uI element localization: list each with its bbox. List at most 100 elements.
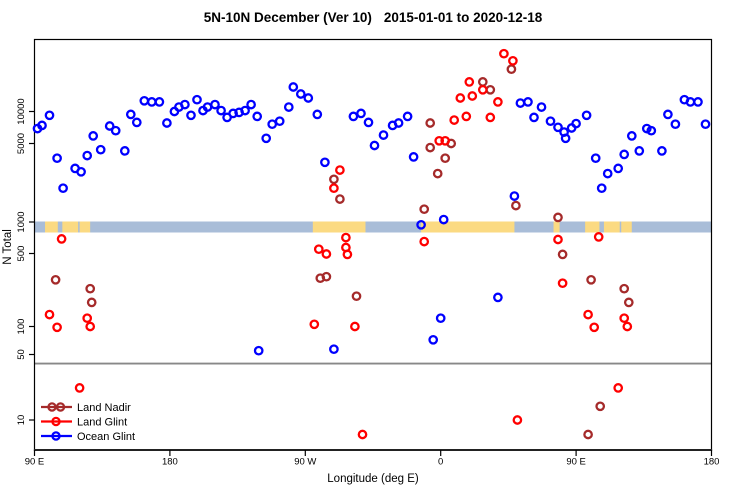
y-tick-label: 500 <box>16 246 27 262</box>
data-point <box>477 84 488 95</box>
data-point <box>553 122 563 133</box>
data-point <box>613 163 624 174</box>
data-point <box>657 146 667 156</box>
data-point <box>329 344 339 355</box>
data-point <box>590 153 601 164</box>
data-point <box>351 291 362 302</box>
data-point <box>146 97 157 107</box>
chart-title-dates: 2015-01-01 to 2020-12-18 <box>384 10 543 25</box>
legend-marker-circle <box>55 402 66 412</box>
series-land-nadir <box>50 64 634 440</box>
data-point <box>186 110 196 121</box>
data-point <box>253 345 264 356</box>
surface-band-land-segment <box>312 221 366 233</box>
data-point <box>335 194 345 204</box>
x-tick-label: 180 <box>704 457 720 468</box>
data-point <box>131 117 142 128</box>
data-point <box>321 249 332 259</box>
data-point <box>428 334 439 345</box>
data-point <box>52 322 62 333</box>
data-point <box>619 149 630 160</box>
data-point <box>529 112 539 123</box>
data-point <box>619 313 630 324</box>
surface-band-land-segment <box>62 221 79 233</box>
data-point <box>613 383 624 393</box>
data-point <box>313 244 324 255</box>
data-point <box>267 119 278 130</box>
y-tick-label: 10000 <box>16 98 27 124</box>
data-point <box>508 55 518 66</box>
data-point <box>74 383 85 393</box>
data-point <box>216 105 226 116</box>
data-point <box>363 117 374 128</box>
data-point <box>434 135 445 146</box>
data-point <box>646 125 657 136</box>
data-point <box>663 109 673 120</box>
data-point <box>593 232 604 242</box>
data-point <box>509 191 520 201</box>
data-point <box>180 99 190 110</box>
legend-entry: Land Glint <box>41 417 127 429</box>
data-point <box>329 183 339 194</box>
data-point <box>419 236 430 247</box>
surface-band-land-segment <box>421 221 515 233</box>
plot-border <box>33 38 713 451</box>
data-point <box>602 168 613 179</box>
data-point <box>440 153 451 164</box>
x-tick-label: 90 E <box>25 457 45 468</box>
data-point <box>583 309 593 320</box>
y-tick-label: 100 <box>16 319 27 335</box>
data-point <box>571 118 581 129</box>
data-point <box>440 135 451 146</box>
data-point <box>295 89 306 99</box>
data-point <box>553 234 563 245</box>
chart-title: 5N-10N December (Ver 10) 2015-01-01 to 20… <box>204 10 543 25</box>
data-point <box>536 102 547 112</box>
data-point <box>419 204 430 215</box>
data-point <box>85 283 96 294</box>
data-point <box>622 321 633 332</box>
data-point <box>581 110 592 121</box>
data-point <box>303 93 314 103</box>
x-axis-label: Longitude (deg E) <box>327 473 419 485</box>
data-point <box>350 321 360 332</box>
data-point <box>670 119 681 130</box>
data-point <box>438 214 449 225</box>
data-point <box>348 111 359 122</box>
data-point <box>560 133 571 144</box>
data-point <box>485 84 496 95</box>
x-tick-label: 180 <box>162 457 178 468</box>
y-tick-label: 1000 <box>16 211 27 232</box>
legend: Land Nadir Land Glint Ocean Glint <box>41 402 135 443</box>
data-point <box>56 234 67 244</box>
data-point <box>288 82 299 92</box>
data-point <box>464 77 475 87</box>
y-axis-label: N Total <box>2 229 14 265</box>
data-point <box>435 313 446 324</box>
data-point <box>449 115 460 125</box>
data-point <box>125 109 136 120</box>
data-point <box>82 313 93 324</box>
data-point <box>202 102 213 112</box>
data-point <box>252 111 263 122</box>
x-tick-label: 90 E <box>566 457 586 468</box>
data-point <box>477 77 488 87</box>
data-point <box>393 118 404 128</box>
data-point <box>52 153 62 164</box>
data-point <box>321 271 332 282</box>
plot-frame <box>33 38 713 451</box>
data-point <box>402 111 413 122</box>
data-point <box>623 297 634 308</box>
data-point <box>408 152 419 162</box>
data-point <box>341 232 351 243</box>
data-point <box>274 116 285 127</box>
data-point <box>139 95 150 106</box>
data-point <box>589 322 600 333</box>
data-point <box>511 200 521 211</box>
data-point <box>58 183 68 194</box>
data-point <box>85 321 96 332</box>
legend-entry-label: Ocean Glint <box>77 431 135 443</box>
y-tick-label: 10 <box>16 415 27 426</box>
surface-band-land-segment <box>621 221 632 233</box>
data-point <box>44 309 55 320</box>
